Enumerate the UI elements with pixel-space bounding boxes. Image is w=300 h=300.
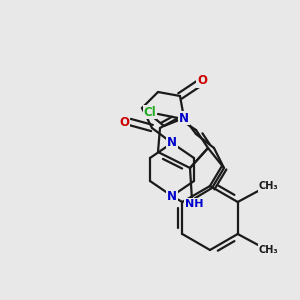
Text: Cl: Cl	[144, 106, 156, 118]
Text: N: N	[167, 136, 177, 149]
Text: CH₃: CH₃	[259, 245, 278, 255]
Text: NH: NH	[185, 199, 203, 209]
Text: CH₃: CH₃	[259, 181, 278, 191]
Text: O: O	[119, 116, 129, 128]
Text: O: O	[197, 74, 207, 88]
Text: N: N	[179, 112, 189, 124]
Text: N: N	[167, 190, 177, 202]
